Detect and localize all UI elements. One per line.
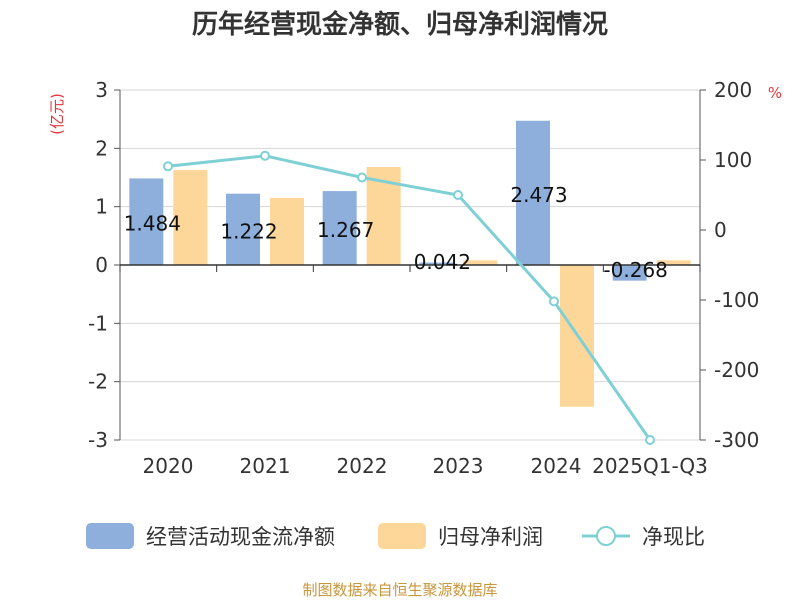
right-tick-label: 100 [714,148,752,172]
ratio-point [549,296,559,307]
legend-label: 经营活动现金流净额 [146,525,335,549]
right-tick-label: -300 [714,428,759,452]
cashflow-bar [322,191,357,265]
cashflow-bar [129,178,164,265]
legend: 经营活动现金流净额 归母净利润 净现比 [86,523,705,549]
x-tick-label: 2023 [433,454,484,478]
net-profit-bar [463,260,498,265]
left-tick-label: -1 [88,311,108,335]
cashflow-data-label: 0.042 [414,250,471,274]
cashflow-bar [226,193,260,265]
net-profit-bar [270,197,304,265]
legend-marker [596,526,616,546]
left-tick-label: -2 [88,370,108,394]
ratio-point [645,435,655,445]
net-profit-bar [656,260,691,265]
cashflow-bar [419,262,454,265]
cashflow-data-label: 1.267 [317,218,374,242]
ratio-line-path [167,154,652,441]
legend-label: 净现比 [642,525,705,549]
bar-marks [129,120,691,407]
right-tick-label: -100 [714,288,759,312]
right-axis-unit: % [768,84,782,102]
cashflow-bar [516,120,550,265]
ratio-point [357,172,367,183]
legend-swatch [378,523,426,549]
left-tick-label: -3 [88,428,108,452]
x-tick-label: 2021 [240,454,291,478]
cashflow-data-label: 2.473 [510,183,567,207]
ratio-line [163,150,655,445]
source-note: 制图数据来自恒生聚源数据库 [302,581,497,599]
left-tick-label: 2 [95,136,108,160]
chart-title: 历年经营现金净额、归母净利润情况 [192,9,608,40]
x-tick-label: 2022 [337,454,388,478]
ratio-point [453,190,463,200]
legend-label: 归母净利润 [438,525,543,549]
ratio-point [260,150,270,161]
net-profit-bar [173,169,208,265]
left-tick-label: 0 [95,253,108,277]
ratio-point [163,161,173,172]
left-axis-unit: (亿元) [48,93,66,135]
x-tick-label: 2025Q1-Q3 [592,454,708,478]
cashflow-data-label: 1.222 [220,219,277,243]
legend-swatch [86,523,134,549]
left-tick-label: 1 [95,195,108,219]
data-labels: 1.484 1.222 1.267 0.042 2.473 -0.268 [124,183,668,282]
cashflow-data-label: -0.268 [603,258,667,282]
x-tick-label: 2024 [531,454,582,478]
axes: -3 -2 -1 0 1 2 3 -300 -200 -100 0 100 200 2020 2021 202… [88,78,759,478]
right-tick-label: 0 [714,218,727,242]
left-tick-label: 3 [95,78,108,102]
right-tick-label: -200 [714,358,759,382]
cashflow-bar [612,265,647,281]
cashflow-data-label: 1.484 [124,212,181,236]
x-tick-label: 2020 [143,454,194,478]
right-tick-label: 200 [714,78,752,102]
